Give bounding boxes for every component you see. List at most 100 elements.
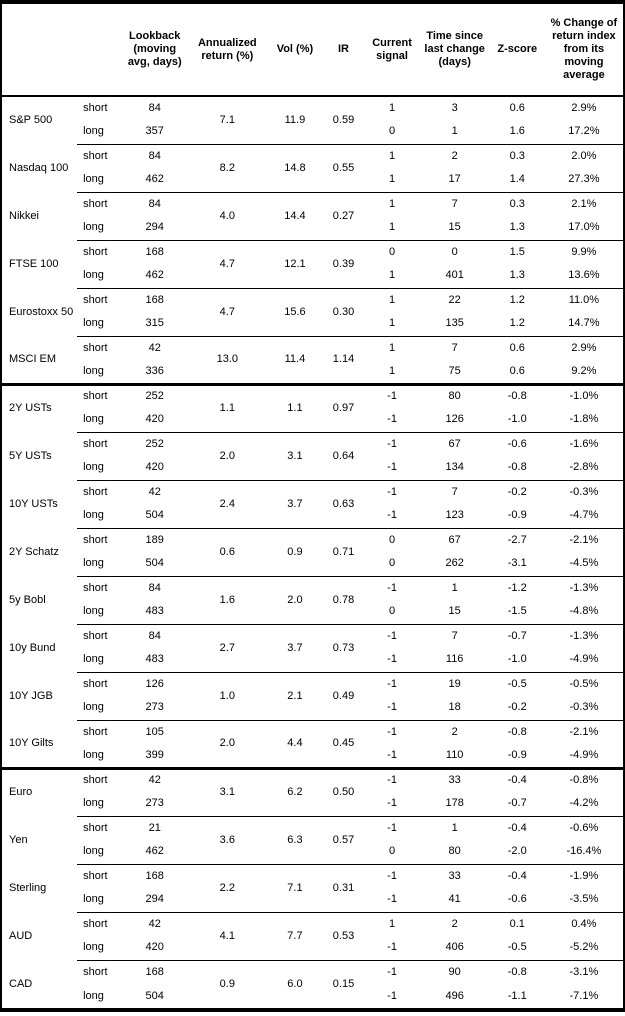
- vol-cell: 6.2: [267, 768, 323, 817]
- pct-change-cell: 11.0%: [568, 293, 600, 306]
- lookback-cell: 420: [122, 936, 188, 961]
- asset-row-long: long 294 1 15 1.3 17.0%: [2, 216, 623, 241]
- signal-cell: 1: [364, 264, 420, 289]
- lookback-cell: 105: [145, 725, 164, 738]
- horizon-label: long: [77, 504, 123, 529]
- annualized-return-cell: 1.0: [187, 672, 268, 721]
- horizon-label: short: [83, 774, 108, 787]
- signal-cell: -1: [387, 869, 397, 882]
- time-since-change-cell: 134: [419, 456, 490, 481]
- z-score-cell: -1.1: [507, 989, 527, 1002]
- lookback-cell: 483: [122, 600, 188, 625]
- horizon-label: short: [83, 869, 108, 882]
- asset-row-long: long 273 -1 178 -0.7 -4.2%: [2, 792, 623, 817]
- signal-cell: -1: [364, 888, 420, 913]
- col-header-time-since-change: Time since last change (days): [419, 4, 490, 97]
- section-fx: Euro short 42 3.1 6.2 0.50 -1 33 -0.4 -0.8% long 27…: [2, 768, 623, 1008]
- pct-change-cell: -5.2%: [544, 936, 623, 961]
- horizon-label: short: [83, 341, 108, 354]
- pct-change-cell: -3.1%: [569, 965, 599, 978]
- annualized-return-cell: 0.9: [219, 977, 235, 990]
- time-since-change-cell: 19: [448, 677, 461, 690]
- z-score-cell: 0.6: [509, 341, 525, 354]
- asset-name: 2Y Schatz: [9, 545, 59, 558]
- vol-cell: 4.4: [287, 737, 303, 749]
- pct-change-cell: -7.1%: [569, 989, 599, 1002]
- header-row: Lookback (moving avg, days) Annualized r…: [2, 4, 623, 97]
- pct-change-cell: 0.4%: [571, 917, 597, 930]
- lookback-cell: 462: [122, 840, 188, 865]
- time-since-change-cell: 90: [448, 965, 461, 978]
- ir-cell: 0.31: [322, 864, 365, 913]
- signal-cell: -1: [364, 504, 420, 529]
- lookback-cell: 21: [148, 821, 161, 834]
- pct-change-cell: -1.3%: [569, 629, 599, 642]
- asset-name: 10Y JGB: [9, 689, 53, 702]
- pct-change-cell: -4.9%: [544, 648, 623, 673]
- z-score-cell: 0.6: [509, 102, 525, 114]
- z-score-cell: -0.4: [507, 869, 527, 882]
- horizon-label: short: [83, 677, 108, 690]
- asset-name: 2Y USTs: [9, 402, 52, 415]
- z-score-cell: -2.7: [507, 533, 527, 546]
- z-score-cell: -0.2: [489, 696, 545, 721]
- pct-change-cell: -3.5%: [544, 888, 623, 913]
- horizon-label: short: [83, 437, 108, 450]
- horizon-label: short: [83, 965, 108, 978]
- vol-cell: 6.0: [287, 977, 303, 990]
- pct-change-cell: -0.8%: [569, 774, 599, 787]
- asset-name: S&P 500: [9, 114, 53, 126]
- asset-row-long: long 357 0 1 1.6 17.2%: [2, 120, 623, 145]
- time-since-change-cell: 80: [419, 840, 490, 865]
- col-header-horizon: [77, 4, 123, 97]
- horizon-label: short: [83, 485, 108, 498]
- lookback-cell: 168: [145, 965, 164, 978]
- z-score-cell: -1.5: [489, 600, 545, 625]
- asset-name: Nasdaq 100: [9, 161, 69, 174]
- asset-name: AUD: [9, 929, 33, 942]
- time-since-change-cell: 17: [419, 168, 490, 193]
- horizon-label: long: [77, 888, 123, 913]
- lookback-cell: 42: [148, 341, 161, 354]
- lookback-cell: 462: [122, 264, 188, 289]
- ir-cell: 0.45: [332, 737, 355, 749]
- signal-cell: -1: [364, 408, 420, 433]
- horizon-label: long: [77, 264, 123, 289]
- vol-cell: 1.1: [267, 384, 323, 433]
- pct-change-cell: -2.1%: [569, 725, 599, 738]
- signal-cell: 0: [389, 533, 396, 546]
- signal-cell: 0: [364, 600, 420, 625]
- pct-change-cell: -1.3%: [569, 581, 599, 594]
- pct-change-cell: 14.7%: [544, 312, 623, 337]
- pct-change-cell: 2.9%: [571, 341, 597, 354]
- horizon-label: short: [83, 821, 108, 834]
- vol-cell: 6.3: [267, 816, 323, 865]
- signal-cell: 1: [389, 102, 396, 114]
- pct-change-cell: -4.8%: [544, 600, 623, 625]
- asset-row-short: Nikkei short 84 4.0 14.4 0.27 1 7 0.3 2.1%: [2, 192, 623, 241]
- z-score-cell: 1.5: [509, 245, 525, 258]
- annualized-return-cell: 4.0: [187, 192, 268, 241]
- z-score-cell: -1.0: [489, 408, 545, 433]
- asset-row-long: long 399 -1 110 -0.9 -4.9%: [2, 744, 623, 768]
- vol-cell: 15.6: [267, 288, 323, 337]
- asset-row-long: long 504 0 262 -3.1 -4.5%: [2, 552, 623, 577]
- ir-cell: 0.73: [322, 624, 365, 673]
- z-score-cell: -3.1: [489, 552, 545, 577]
- signal-cell: 1: [364, 216, 420, 241]
- vol-cell: 3.7: [267, 624, 323, 673]
- z-score-cell: 1.2: [509, 293, 525, 306]
- ir-cell: 0.63: [322, 480, 365, 529]
- pct-change-cell: -4.5%: [544, 552, 623, 577]
- asset-row-short: MSCI EM short 42 13.0 11.4 1.14 1 7 0.6 2.9%: [2, 336, 623, 365]
- time-since-change-cell: 496: [445, 989, 464, 1002]
- horizon-label: long: [83, 989, 104, 1002]
- lookback-cell: 252: [145, 437, 164, 450]
- horizon-label: long: [83, 364, 104, 377]
- annualized-return-cell: 8.2: [187, 144, 268, 193]
- asset-row-short: 2Y Schatz short 189 0.6 0.9 0.71 0 67 -2.7 -2.1%: [2, 528, 623, 577]
- horizon-label: long: [77, 168, 123, 193]
- z-score-cell: -0.5: [489, 936, 545, 961]
- asset-row-long: long 420 -1 126 -1.0 -1.8%: [2, 408, 623, 433]
